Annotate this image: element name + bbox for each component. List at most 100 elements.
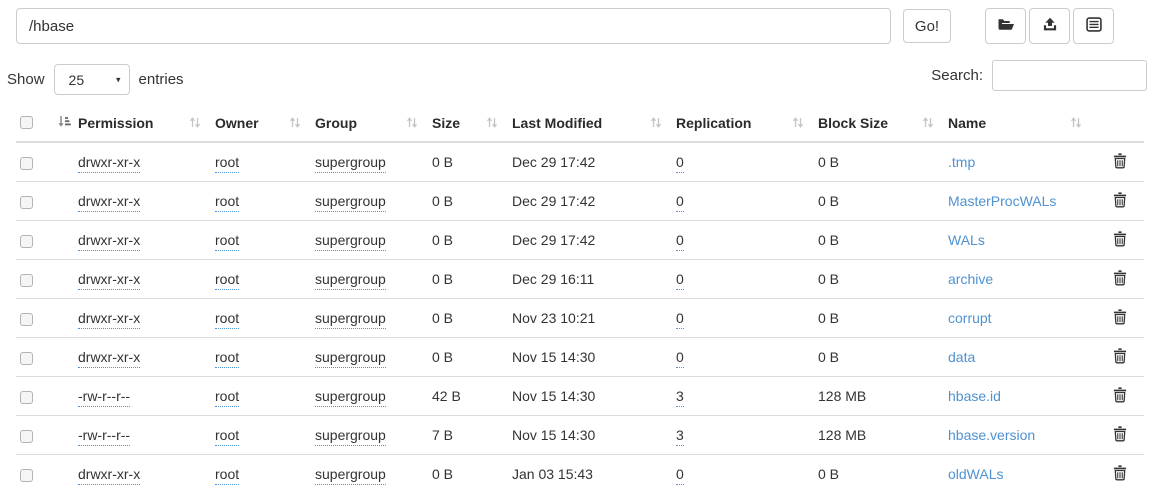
file-link[interactable]: .tmp — [948, 154, 976, 170]
row-checkbox[interactable] — [20, 273, 33, 287]
replication-value[interactable]: 0 — [676, 232, 684, 251]
permission-value[interactable]: drwxr-xr-x — [78, 154, 141, 173]
replication-value[interactable]: 3 — [676, 388, 684, 407]
trash-icon[interactable] — [1113, 464, 1127, 481]
block-size-value: 0 B — [818, 271, 840, 287]
group-value[interactable]: supergroup — [315, 349, 386, 368]
row-checkbox[interactable] — [20, 351, 33, 365]
group-value[interactable]: supergroup — [315, 193, 386, 212]
column-name[interactable]: Name — [948, 104, 1096, 143]
create-directory-button[interactable] — [985, 8, 1026, 44]
select-all-checkbox[interactable] — [20, 116, 33, 129]
replication-value[interactable]: 0 — [676, 154, 684, 173]
path-input[interactable] — [16, 8, 891, 44]
replication-value[interactable]: 0 — [676, 271, 684, 290]
path-input-group: Go! — [16, 8, 951, 44]
owner-value[interactable]: root — [215, 349, 240, 368]
group-value[interactable]: supergroup — [315, 271, 386, 290]
row-checkbox[interactable] — [20, 390, 33, 404]
last-modified-value: Dec 29 17:42 — [512, 154, 596, 170]
column-last-modified[interactable]: Last Modified — [512, 104, 676, 143]
column-select — [16, 104, 78, 143]
file-link[interactable]: hbase.id — [948, 388, 1001, 404]
last-modified-value: Jan 03 15:43 — [512, 466, 593, 482]
owner-value[interactable]: root — [215, 232, 240, 251]
file-link[interactable]: MasterProcWALs — [948, 193, 1057, 209]
trash-icon[interactable] — [1113, 425, 1127, 442]
legend-button[interactable] — [1073, 8, 1114, 44]
sort-amount-icon[interactable] — [57, 115, 71, 131]
permission-value[interactable]: -rw-r--r-- — [78, 427, 131, 446]
file-link[interactable]: data — [948, 349, 976, 365]
permission-value[interactable]: drwxr-xr-x — [78, 466, 141, 485]
trash-icon[interactable] — [1113, 308, 1127, 325]
owner-value[interactable]: root — [215, 427, 240, 446]
last-modified-value: Nov 15 14:30 — [512, 388, 596, 404]
size-value: 42 B — [432, 388, 461, 404]
column-owner[interactable]: Owner — [215, 104, 315, 143]
permission-value[interactable]: drwxr-xr-x — [78, 310, 141, 329]
owner-value[interactable]: root — [215, 310, 240, 329]
block-size-value: 128 MB — [818, 388, 867, 404]
column-group[interactable]: Group — [315, 104, 432, 143]
row-checkbox[interactable] — [20, 429, 33, 443]
sort-updown-icon — [289, 116, 301, 129]
row-checkbox[interactable] — [20, 195, 33, 209]
row-checkbox[interactable] — [20, 468, 33, 482]
file-link[interactable]: WALs — [948, 232, 985, 248]
table-row: drwxr-xr-x root supergroup 0 B Jan 03 15… — [16, 454, 1144, 493]
trash-icon[interactable] — [1113, 191, 1127, 208]
replication-value[interactable]: 0 — [676, 349, 684, 368]
owner-value[interactable]: root — [215, 388, 240, 407]
permission-value[interactable]: drwxr-xr-x — [78, 232, 141, 251]
list-alt-icon — [1085, 17, 1102, 35]
block-size-value: 0 B — [818, 310, 840, 326]
column-permission[interactable]: Permission — [78, 104, 215, 143]
table-row: drwxr-xr-x root supergroup 0 B Dec 29 17… — [16, 181, 1144, 221]
row-checkbox[interactable] — [20, 156, 33, 170]
replication-value[interactable]: 3 — [676, 427, 684, 446]
column-block-size[interactable]: Block Size — [818, 104, 948, 143]
size-value: 0 B — [432, 154, 454, 170]
group-value[interactable]: supergroup — [315, 310, 386, 329]
permission-value[interactable]: drwxr-xr-x — [78, 349, 141, 368]
group-value[interactable]: supergroup — [315, 232, 386, 251]
permission-value[interactable]: -rw-r--r-- — [78, 388, 131, 407]
replication-value[interactable]: 0 — [676, 310, 684, 329]
trash-icon[interactable] — [1113, 347, 1127, 364]
file-link[interactable]: archive — [948, 271, 994, 287]
group-value[interactable]: supergroup — [315, 427, 386, 446]
owner-value[interactable]: root — [215, 154, 240, 173]
group-value[interactable]: supergroup — [315, 466, 386, 485]
file-link[interactable]: corrupt — [948, 310, 992, 326]
file-link[interactable]: oldWALs — [948, 466, 1004, 482]
trash-icon[interactable] — [1113, 386, 1127, 403]
group-value[interactable]: supergroup — [315, 154, 386, 173]
go-button[interactable]: Go! — [903, 9, 951, 43]
page-size-select[interactable]: 25 — [53, 64, 130, 95]
replication-value[interactable]: 0 — [676, 193, 684, 212]
owner-value[interactable]: root — [215, 271, 240, 290]
search-input[interactable] — [992, 60, 1147, 91]
upload-files-button[interactable] — [1029, 8, 1070, 44]
row-checkbox[interactable] — [20, 312, 33, 326]
last-modified-value: Dec 29 16:11 — [512, 271, 595, 287]
sort-updown-icon — [1070, 116, 1082, 129]
trash-icon[interactable] — [1113, 269, 1127, 286]
replication-value[interactable]: 0 — [676, 466, 684, 485]
trash-icon[interactable] — [1113, 152, 1127, 169]
owner-value[interactable]: root — [215, 466, 240, 485]
block-size-value: 0 B — [818, 466, 840, 482]
trash-icon[interactable] — [1113, 230, 1127, 247]
owner-value[interactable]: root — [215, 193, 240, 212]
size-value: 0 B — [432, 232, 454, 248]
folder-open-icon — [997, 17, 1015, 35]
permission-value[interactable]: drwxr-xr-x — [78, 193, 141, 212]
column-replication[interactable]: Replication — [676, 104, 818, 143]
permission-value[interactable]: drwxr-xr-x — [78, 271, 141, 290]
file-link[interactable]: hbase.version — [948, 427, 1036, 443]
group-value[interactable]: supergroup — [315, 388, 386, 407]
sort-updown-icon — [922, 116, 934, 129]
row-checkbox[interactable] — [20, 234, 33, 248]
column-size[interactable]: Size — [432, 104, 512, 143]
